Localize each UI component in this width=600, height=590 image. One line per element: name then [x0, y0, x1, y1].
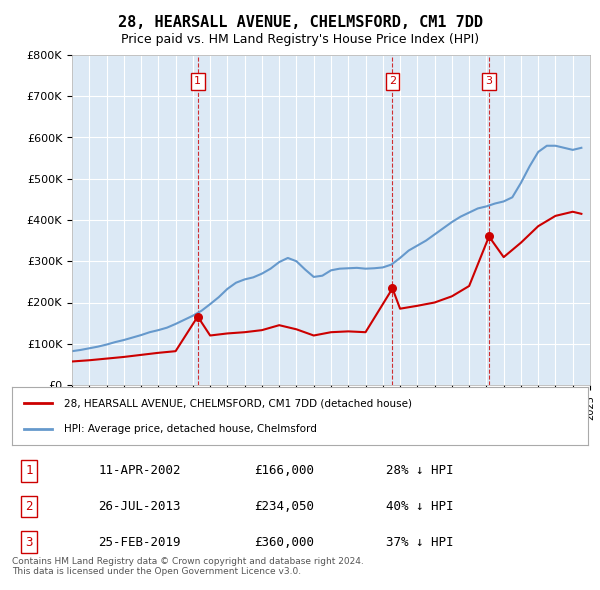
Text: 28% ↓ HPI: 28% ↓ HPI	[386, 464, 454, 477]
Text: 28, HEARSALL AVENUE, CHELMSFORD, CM1 7DD (detached house): 28, HEARSALL AVENUE, CHELMSFORD, CM1 7DD…	[64, 398, 412, 408]
Text: Contains HM Land Registry data © Crown copyright and database right 2024.
This d: Contains HM Land Registry data © Crown c…	[12, 557, 364, 576]
Text: 26-JUL-2013: 26-JUL-2013	[98, 500, 181, 513]
Text: 1: 1	[194, 76, 201, 86]
Text: 2: 2	[26, 500, 33, 513]
Point	[388, 284, 397, 293]
Text: £360,000: £360,000	[254, 536, 314, 549]
Text: 1: 1	[26, 464, 33, 477]
Point	[193, 312, 203, 321]
Text: 2: 2	[389, 76, 396, 86]
Text: 11-APR-2002: 11-APR-2002	[98, 464, 181, 477]
Point	[484, 232, 494, 241]
Text: £166,000: £166,000	[254, 464, 314, 477]
Text: 25-FEB-2019: 25-FEB-2019	[98, 536, 181, 549]
Text: 28, HEARSALL AVENUE, CHELMSFORD, CM1 7DD: 28, HEARSALL AVENUE, CHELMSFORD, CM1 7DD	[118, 15, 482, 30]
Text: HPI: Average price, detached house, Chelmsford: HPI: Average price, detached house, Chel…	[64, 424, 317, 434]
Text: Price paid vs. HM Land Registry's House Price Index (HPI): Price paid vs. HM Land Registry's House …	[121, 33, 479, 46]
Text: £234,050: £234,050	[254, 500, 314, 513]
Text: 3: 3	[485, 76, 493, 86]
Text: 3: 3	[26, 536, 33, 549]
Text: 40% ↓ HPI: 40% ↓ HPI	[386, 500, 454, 513]
Text: 37% ↓ HPI: 37% ↓ HPI	[386, 536, 454, 549]
